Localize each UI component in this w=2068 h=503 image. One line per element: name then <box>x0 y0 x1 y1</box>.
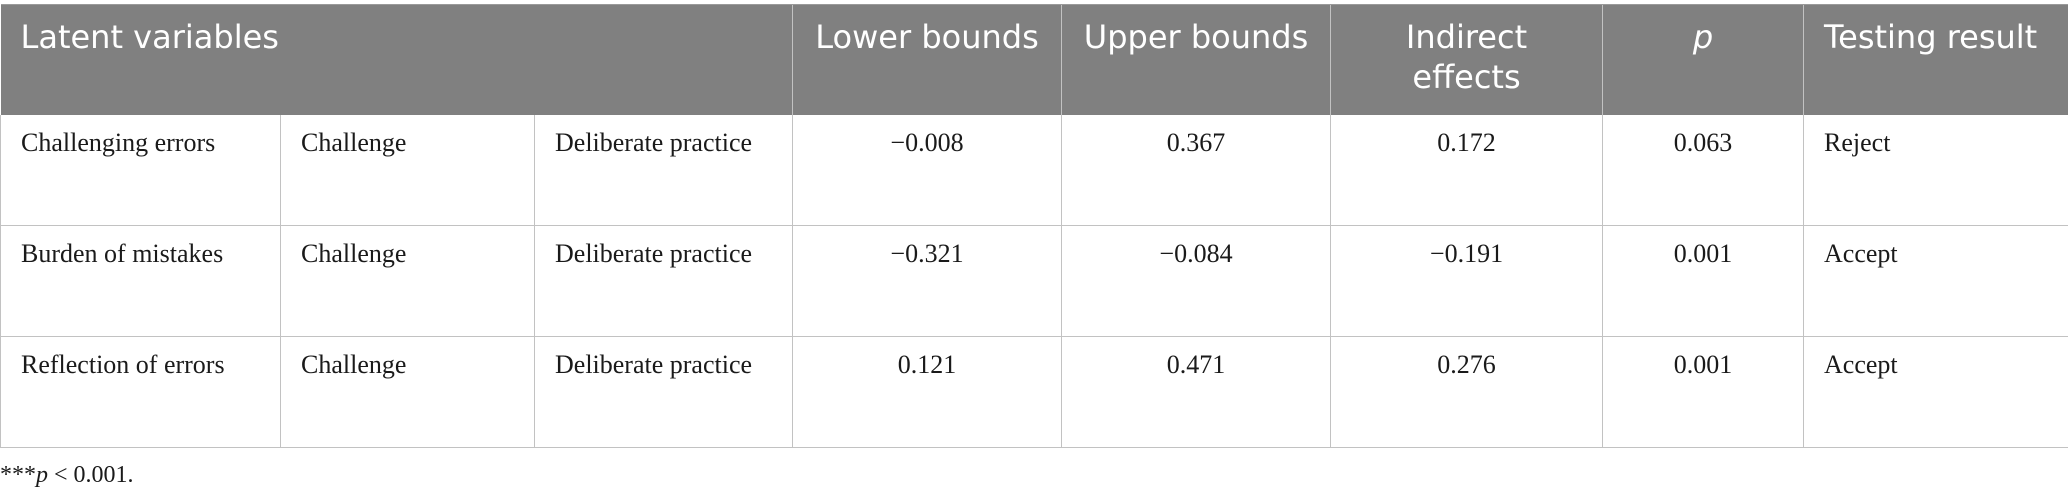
cell-indirect-effect: −0.191 <box>1330 225 1603 337</box>
table-row: Reflection of errors Challenge Deliberat… <box>0 336 2068 448</box>
table-footnote: ***p < 0.001. <box>0 462 134 489</box>
cell-mediator: Challenge <box>280 225 535 337</box>
cell-testing-result: Accept <box>1803 225 2068 337</box>
header-upper-bounds: Upper bounds <box>1061 4 1331 115</box>
cell-testing-result: Reject <box>1803 114 2068 226</box>
cell-lower-bound: 0.121 <box>792 336 1062 448</box>
cell-p-value: 0.063 <box>1602 114 1804 226</box>
cell-indirect-effect: 0.276 <box>1330 336 1603 448</box>
header-testing-result: Testing result <box>1803 4 2068 115</box>
cell-outcome: Deliberate practice <box>533 225 793 337</box>
cell-indirect-effect: 0.172 <box>1330 114 1603 226</box>
table-row: Burden of mistakes Challenge Deliberate … <box>0 225 2068 337</box>
cell-lower-bound: −0.008 <box>792 114 1062 226</box>
footnote-stars: *** <box>0 462 36 488</box>
cell-upper-bound: 0.367 <box>1061 114 1331 226</box>
cell-mediator: Challenge <box>280 114 535 226</box>
footnote-p: p <box>36 462 48 488</box>
cell-mediator: Challenge <box>280 336 535 448</box>
cell-lower-bound: −0.321 <box>792 225 1062 337</box>
cell-variable: Burden of mistakes <box>0 225 281 337</box>
header-row: Latent variables Lower bounds Upper boun… <box>0 4 2068 115</box>
table-row: Challenging errors Challenge Deliberate … <box>0 114 2068 226</box>
results-table: Latent variables Lower bounds Upper boun… <box>0 4 2068 448</box>
cell-p-value: 0.001 <box>1602 225 1804 337</box>
header-p: p <box>1602 4 1804 115</box>
header-lower-bounds: Lower bounds <box>792 4 1062 115</box>
cell-variable: Challenging errors <box>0 114 281 226</box>
header-latent-variables: Latent variables <box>0 4 793 115</box>
cell-variable: Reflection of errors <box>0 336 281 448</box>
cell-outcome: Deliberate practice <box>533 114 793 226</box>
cell-p-value: 0.001 <box>1602 336 1804 448</box>
cell-upper-bound: −0.084 <box>1061 225 1331 337</box>
cell-testing-result: Accept <box>1803 336 2068 448</box>
cell-upper-bound: 0.471 <box>1061 336 1331 448</box>
cell-outcome: Deliberate practice <box>533 336 793 448</box>
footnote-text: < 0.001. <box>48 462 134 488</box>
header-indirect-effects: Indirect effects <box>1330 4 1603 115</box>
